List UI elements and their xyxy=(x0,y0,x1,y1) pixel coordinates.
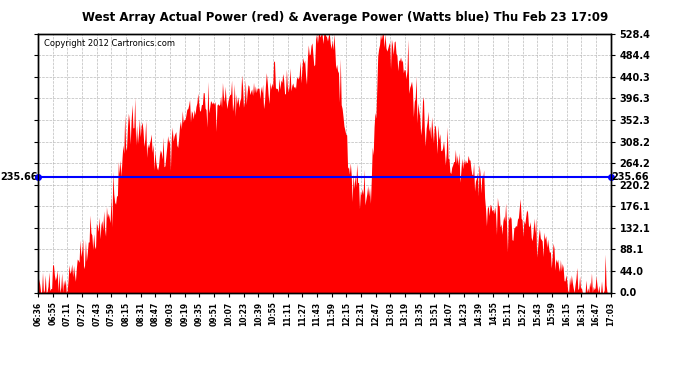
Text: Copyright 2012 Cartronics.com: Copyright 2012 Cartronics.com xyxy=(43,39,175,48)
Text: 235.66: 235.66 xyxy=(611,172,649,182)
Text: West Array Actual Power (red) & Average Power (Watts blue) Thu Feb 23 17:09: West Array Actual Power (red) & Average … xyxy=(82,11,608,24)
Text: 235.66: 235.66 xyxy=(0,172,37,182)
